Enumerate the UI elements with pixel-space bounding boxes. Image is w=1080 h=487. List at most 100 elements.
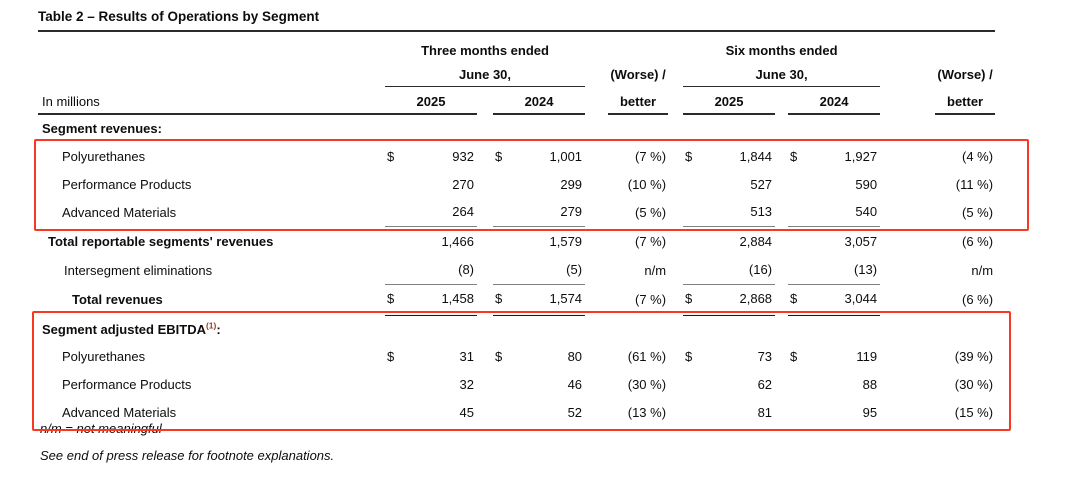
row-ebitda-performance-products: Performance Products 32 46 (30 %) 62 88 …	[38, 370, 995, 398]
value-cell: 73	[757, 348, 773, 364]
row-segment-adjusted-ebitda-header: Segment adjusted EBITDA(1):	[38, 314, 995, 342]
spacer-cell	[775, 142, 788, 170]
worse-better-header-right-line2: better	[935, 86, 996, 115]
value-cell: 540	[810, 198, 881, 227]
spacer-cell	[585, 256, 608, 284]
spacer-cell	[775, 256, 788, 284]
dollar-sign	[788, 398, 810, 426]
row-segment-revenues-header: Segment revenues:	[38, 114, 995, 142]
spacer-cell	[775, 226, 788, 256]
spacer-cell	[880, 256, 935, 284]
row-revenues-advanced-materials: Advanced Materials 264 279 (5 %) 513 540…	[38, 198, 995, 227]
dollar-sign	[493, 256, 515, 285]
value-cell: 1,458	[407, 284, 477, 316]
dollar-sign	[385, 398, 407, 426]
spacer-cell	[585, 284, 608, 314]
spacer-cell	[477, 256, 493, 284]
percent-cell: n/m	[644, 262, 667, 278]
value-cell: 45	[459, 404, 474, 420]
dollar-sign	[385, 170, 407, 198]
spacer-cell	[585, 198, 608, 226]
dollar-sign	[683, 226, 705, 256]
spacer-cell	[775, 398, 788, 426]
year-2024-three-months: 2024	[493, 86, 586, 115]
dollar-sign	[788, 370, 810, 398]
percent-cell: (11 %)	[955, 176, 994, 192]
spacer-cell	[585, 62, 608, 86]
spacer-cell	[775, 370, 788, 398]
value-cell: 81	[757, 404, 773, 420]
spacer-cell	[668, 142, 683, 170]
row-label: Polyurethanes	[62, 348, 146, 364]
spacer-cell	[668, 36, 683, 62]
dollar-sign	[385, 256, 407, 285]
spacer-cell	[880, 62, 935, 86]
spacer-cell	[477, 284, 493, 314]
value-cell: 279	[515, 198, 586, 227]
spacer-cell	[477, 398, 493, 426]
row-ebitda-advanced-materials: Advanced Materials 45 52 (13 %) 81 95 (1…	[38, 398, 995, 426]
dollar-sign	[788, 256, 811, 285]
title-divider	[38, 30, 995, 32]
spacer-cell	[668, 256, 683, 284]
dollar-sign: $	[790, 148, 798, 164]
ebitda-label-text: Segment adjusted EBITDA	[42, 321, 206, 337]
section-label-segment-adjusted-ebitda: Segment adjusted EBITDA(1):	[38, 314, 995, 342]
year-2024-six-months: 2024	[788, 86, 881, 115]
in-millions-label: In millions	[38, 86, 385, 115]
percent-cell: (6 %)	[962, 233, 994, 249]
year-2025-three-months: 2025	[385, 86, 477, 115]
value-cell: 2,868	[705, 284, 776, 316]
value-cell: 932	[452, 148, 474, 164]
dollar-sign	[493, 398, 515, 426]
spacer-cell	[775, 342, 788, 370]
spacer-cell	[775, 170, 788, 198]
value-cell: 1,579	[549, 233, 583, 249]
spacer-cell	[585, 86, 608, 114]
spacer-cell	[477, 342, 493, 370]
spacer-cell	[880, 226, 935, 256]
june30-header-left: June 30,	[385, 62, 586, 87]
value-cell: 32	[459, 376, 474, 392]
spacer-cell	[880, 86, 935, 114]
percent-cell: n/m	[971, 262, 994, 278]
header-row-years: In millions 2025 2024 better 2025 2024 b…	[38, 86, 996, 115]
value-cell: (16)	[705, 256, 776, 285]
value-cell: 31	[459, 348, 474, 364]
percent-cell: (6 %)	[962, 291, 994, 307]
spacer-cell	[775, 198, 788, 226]
spacer-cell	[935, 36, 995, 62]
dollar-sign: $	[493, 284, 515, 316]
spacer-cell	[880, 398, 935, 426]
results-of-operations-table: Three months ended Six months ended June…	[38, 36, 996, 426]
worse-better-header-left-line2: better	[608, 86, 669, 115]
spacer-cell	[585, 398, 608, 426]
dollar-sign: $	[387, 348, 395, 364]
percent-cell: (13 %)	[627, 404, 667, 420]
spacer-cell	[880, 36, 935, 62]
value-cell: 1,844	[739, 148, 773, 164]
spacer-cell	[668, 198, 683, 226]
spacer-cell	[585, 142, 608, 170]
six-months-header: Six months ended	[725, 43, 838, 58]
row-ebitda-polyurethanes: Polyurethanes $ 31 $ 80 (61 %) $ 73 $ 11…	[38, 342, 995, 370]
percent-cell: (61 %)	[627, 348, 667, 364]
spacer-cell	[668, 86, 683, 114]
value-cell: 3,057	[844, 233, 878, 249]
spacer-cell	[477, 86, 493, 114]
dollar-sign	[385, 226, 407, 256]
value-cell: 88	[862, 376, 878, 392]
dollar-sign: $	[790, 348, 798, 364]
dollar-sign: $	[685, 348, 693, 364]
three-months-header: Three months ended	[421, 43, 549, 58]
dollar-sign	[493, 170, 515, 198]
spacer-cell	[668, 62, 683, 86]
value-cell: 3,044	[810, 284, 881, 316]
dollar-sign	[683, 370, 705, 398]
value-cell: 299	[560, 176, 583, 192]
row-total-reportable-segments-revenues: Total reportable segments' revenues 1,46…	[38, 226, 995, 256]
dollar-sign: $	[683, 284, 706, 316]
page-title: Table 2 – Results of Operations by Segme…	[38, 9, 320, 24]
row-label: Intersegment eliminations	[64, 262, 213, 278]
